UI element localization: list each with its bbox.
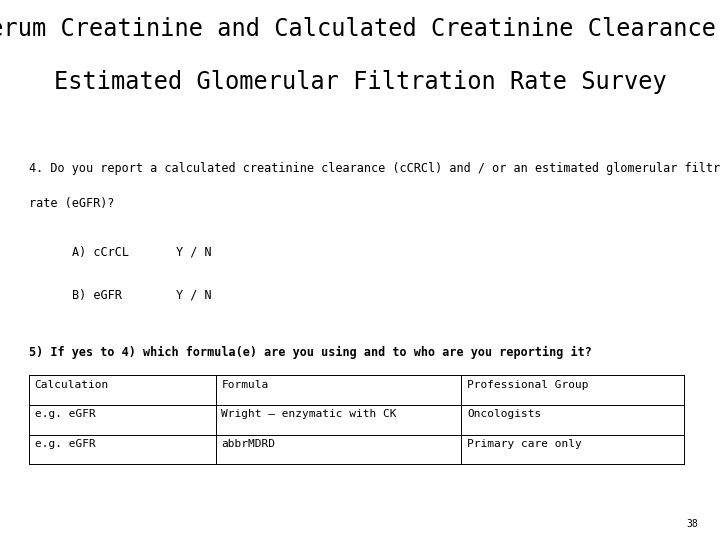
Text: Wright – enzymatic with CK: Wright – enzymatic with CK	[221, 409, 397, 420]
Text: A) cCrCL: A) cCrCL	[72, 246, 129, 259]
Text: Oncologists: Oncologists	[467, 409, 541, 420]
Text: abbrMDRD: abbrMDRD	[221, 439, 275, 449]
Text: 38: 38	[687, 519, 698, 529]
Text: e.g. eGFR: e.g. eGFR	[35, 409, 95, 420]
Text: Y / N: Y / N	[176, 289, 212, 302]
Text: e.g. eGFR: e.g. eGFR	[35, 439, 95, 449]
Text: Calculation: Calculation	[35, 380, 109, 390]
Text: 5) If yes to 4) which formula(e) are you using and to who are you reporting it?: 5) If yes to 4) which formula(e) are you…	[29, 346, 592, 359]
Text: Professional Group: Professional Group	[467, 380, 588, 390]
Text: Formula: Formula	[221, 380, 269, 390]
Text: 4. Do you report a calculated creatinine clearance (cCRCl) and / or an estimated: 4. Do you report a calculated creatinine…	[29, 162, 720, 175]
Text: Y / N: Y / N	[176, 246, 212, 259]
Text: Primary care only: Primary care only	[467, 439, 582, 449]
Text: Estimated Glomerular Filtration Rate Survey: Estimated Glomerular Filtration Rate Sur…	[53, 70, 667, 94]
Text: B) eGFR: B) eGFR	[72, 289, 122, 302]
Text: rate (eGFR)?: rate (eGFR)?	[29, 197, 114, 210]
Text: Serum Creatinine and Calculated Creatinine Clearance /: Serum Creatinine and Calculated Creatini…	[0, 16, 720, 40]
